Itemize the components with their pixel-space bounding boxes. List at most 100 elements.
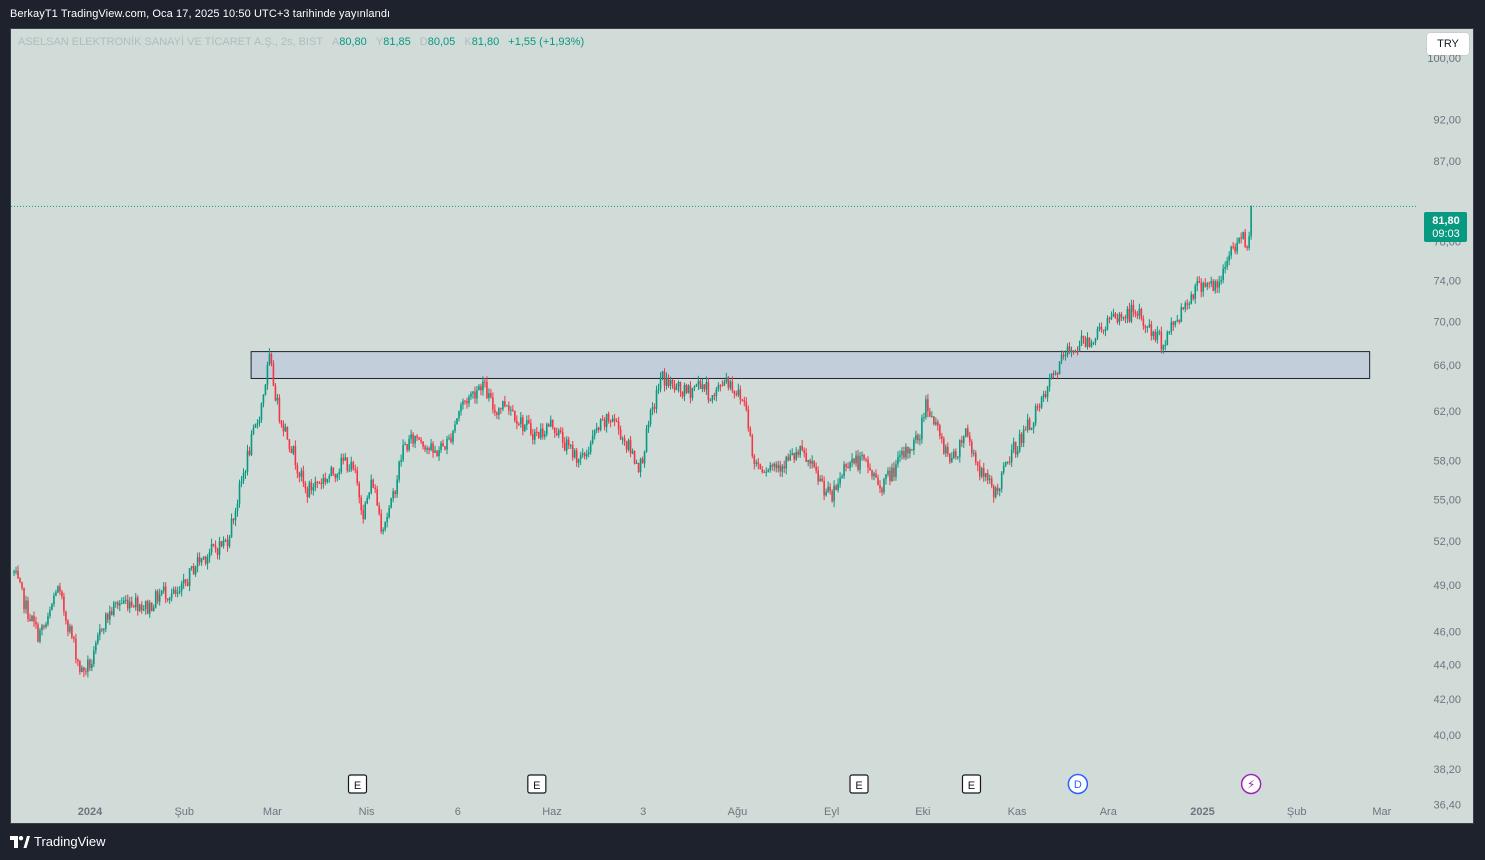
candle-body <box>492 397 494 410</box>
candle-body <box>438 450 440 457</box>
candle-body <box>795 451 797 460</box>
flash-marker-icon[interactable]: ⚡ <box>1240 773 1262 795</box>
candle-body <box>905 446 907 458</box>
chart-area[interactable] <box>10 28 1474 824</box>
resistance-zone[interactable] <box>250 351 1371 379</box>
candle-body <box>81 667 83 673</box>
candle-body <box>434 450 436 453</box>
candle-body <box>234 510 237 521</box>
candle-body <box>811 461 813 464</box>
currency-button[interactable]: TRY <box>1427 33 1469 55</box>
earnings-marker[interactable]: E <box>849 774 869 794</box>
candle-body <box>37 624 39 642</box>
candle-body <box>222 540 225 546</box>
candle-body <box>673 383 676 390</box>
candle-body <box>855 455 857 464</box>
earnings-marker[interactable]: E <box>527 774 547 794</box>
candle-body <box>482 381 484 391</box>
candle-body <box>1092 342 1095 344</box>
x-tick-label: Haz <box>542 806 562 818</box>
candle-body <box>1182 307 1185 310</box>
candle-body <box>655 390 658 409</box>
candle-body <box>384 522 386 530</box>
candle-body <box>1136 313 1139 316</box>
candle-body <box>518 423 520 425</box>
candle-body <box>1192 294 1195 299</box>
earnings-box <box>849 774 869 794</box>
candle-body <box>190 566 193 569</box>
candle-body <box>270 353 273 364</box>
candle-body <box>406 444 408 450</box>
candle-body <box>577 459 580 463</box>
x-tick-label: Mar <box>263 806 282 818</box>
candle-body <box>99 629 101 636</box>
candle-body <box>89 659 91 669</box>
y-tick-label: 44,00 <box>1433 659 1461 671</box>
candle-body <box>1110 316 1113 319</box>
candle-body <box>35 621 37 625</box>
earnings-box <box>347 774 368 794</box>
low-key: D <box>419 36 428 48</box>
candle-body <box>526 420 528 426</box>
candle-body <box>124 599 127 601</box>
earnings-marker[interactable]: E <box>961 774 982 794</box>
y-tick-label: 40,00 <box>1433 730 1461 742</box>
candle-body <box>278 397 281 421</box>
candle-body <box>541 428 544 437</box>
candle-body <box>101 629 103 631</box>
candle-body <box>785 456 788 469</box>
candle-body <box>639 458 642 473</box>
candle-body <box>1082 335 1085 338</box>
candle-body <box>835 485 837 491</box>
candle-body <box>807 460 809 462</box>
flash-label: ⚡ <box>1247 778 1255 792</box>
candle-body <box>420 439 422 442</box>
candle-body <box>464 400 466 402</box>
candle-body <box>833 485 835 502</box>
candle-body <box>324 477 327 483</box>
candle-body <box>220 541 223 546</box>
candle-body <box>781 466 784 472</box>
symbol-title[interactable]: ASELSAN ELEKTRONİK SANAYİ VE TİCARET A.Ş… <box>18 36 323 48</box>
candle-body <box>506 405 508 407</box>
candle-body <box>895 464 897 477</box>
brand[interactable]: TradingView <box>10 834 106 849</box>
candle-body <box>356 469 359 484</box>
candle-body <box>593 430 596 436</box>
candle-body <box>919 439 921 441</box>
candle-body <box>51 604 53 610</box>
candle-body <box>735 393 738 395</box>
candle-body <box>376 489 378 506</box>
candle-body <box>1216 281 1218 288</box>
candle-body <box>450 437 452 442</box>
candle-body <box>859 456 861 470</box>
candle-body <box>238 483 241 504</box>
candle-body <box>787 456 790 461</box>
candle-body <box>118 603 121 606</box>
candle-body <box>911 449 913 451</box>
candle-body <box>109 611 111 620</box>
candle-body <box>508 405 510 411</box>
x-tick-label: 3 <box>640 806 646 818</box>
high-key: Y <box>375 36 384 48</box>
candle-body <box>1138 308 1141 316</box>
candle-body <box>432 443 434 453</box>
candle-body <box>970 441 973 454</box>
candle-body <box>1180 307 1183 323</box>
candle-body <box>25 600 27 610</box>
candle-body <box>448 437 450 439</box>
earnings-marker[interactable]: E <box>347 774 368 794</box>
candle-body <box>1050 373 1053 379</box>
open-value: 80,80 <box>339 36 367 48</box>
candle-body <box>953 451 955 458</box>
candle-body <box>414 435 416 444</box>
candle-body <box>186 582 189 587</box>
dividend-marker[interactable]: D <box>1067 773 1089 795</box>
candle-body <box>41 625 43 631</box>
candle-body <box>164 586 167 599</box>
candle-body <box>95 642 97 651</box>
candle-body <box>661 371 664 378</box>
candle-body <box>182 579 185 584</box>
candle-body <box>621 438 624 440</box>
